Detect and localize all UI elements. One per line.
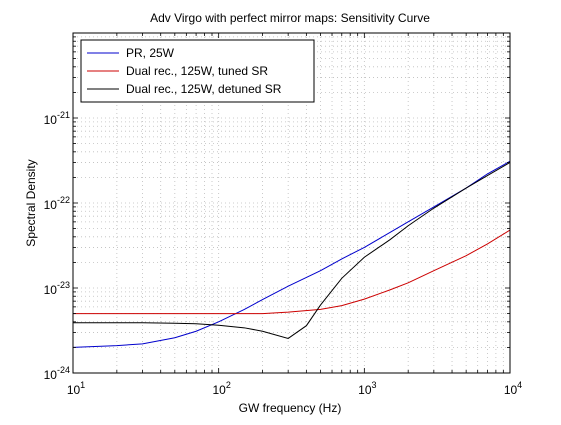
x-tick-label: 101 — [67, 380, 85, 397]
legend: PR, 25W Dual rec., 125W, tuned SR Dual rec… — [80, 39, 315, 103]
series-line — [73, 162, 511, 339]
x-axis-label: GW frequency (Hz) — [239, 401, 342, 415]
y-tick-label: 10-21 — [44, 110, 70, 127]
axis-ticks — [72, 32, 511, 374]
tick-labels: 101 102 103 104 10-24 10-23 10-22 10-21 — [44, 110, 523, 397]
legend-entry-label: PR, 25W — [126, 46, 175, 60]
legend-entry-label: Dual rec., 125W, tuned SR — [126, 64, 268, 78]
grid-lines — [73, 33, 510, 373]
chart-title: Adv Virgo with perfect mirror maps: Sens… — [150, 11, 430, 25]
x-tick-label: 102 — [212, 380, 230, 397]
series-line — [73, 229, 511, 315]
legend-box — [80, 39, 315, 103]
y-tick-label: 10-23 — [44, 280, 70, 297]
y-tick-label: 10-22 — [44, 195, 70, 212]
series-lines — [72, 160, 511, 348]
x-tick-label: 103 — [358, 380, 376, 397]
x-tick-label: 104 — [504, 380, 522, 397]
series-line — [72, 160, 511, 348]
y-tick-label: 10-24 — [44, 365, 70, 382]
y-axis-label: Spectral Density — [24, 159, 38, 246]
legend-entry-label: Dual rec., 125W, detuned SR — [126, 82, 282, 96]
